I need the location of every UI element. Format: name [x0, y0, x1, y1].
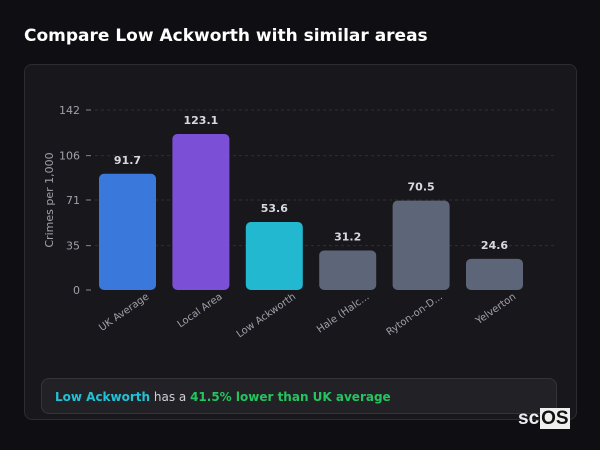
y-tick-label: 106	[59, 150, 80, 163]
page-title: Compare Low Ackworth with similar areas	[24, 26, 428, 46]
x-tick-label: UK Average	[97, 291, 151, 333]
y-tick-label: 142	[59, 104, 80, 117]
summary-text: has a	[150, 390, 191, 404]
bar	[466, 258, 523, 290]
area-name: Low Ackworth	[55, 390, 151, 404]
scos-logo: sc OS	[517, 408, 570, 430]
data-label: 91.7	[114, 154, 141, 167]
y-axis-label: Crimes per 1,000	[43, 152, 56, 247]
comparison-summary: Low Ackworth has a 41.5% lower than UK a…	[41, 378, 557, 414]
logo-box: OS	[540, 408, 570, 429]
data-label: 123.1	[184, 114, 219, 127]
x-tick-label: Hale (Halc...	[315, 291, 371, 335]
comparison-result: 41.5% lower than UK average	[190, 390, 391, 404]
bar	[245, 222, 303, 290]
x-tick-label: Low Ackworth	[235, 291, 298, 340]
y-tick-label: 0	[73, 284, 80, 297]
x-tick-label: Ryton-on-D...	[385, 291, 445, 338]
bar	[392, 200, 450, 290]
x-tick-label: Yelverton	[473, 291, 518, 327]
bar	[99, 173, 156, 290]
data-label: 31.2	[334, 230, 361, 243]
bar	[172, 133, 230, 290]
bar	[319, 250, 377, 290]
logo-prefix: sc	[518, 408, 540, 429]
data-label: 53.6	[261, 202, 288, 215]
y-tick-label: 71	[66, 194, 80, 207]
data-label: 24.6	[481, 239, 508, 252]
x-tick-label: Local Area	[176, 291, 225, 330]
data-label: 70.5	[408, 181, 435, 194]
y-tick-label: 35	[66, 240, 80, 253]
